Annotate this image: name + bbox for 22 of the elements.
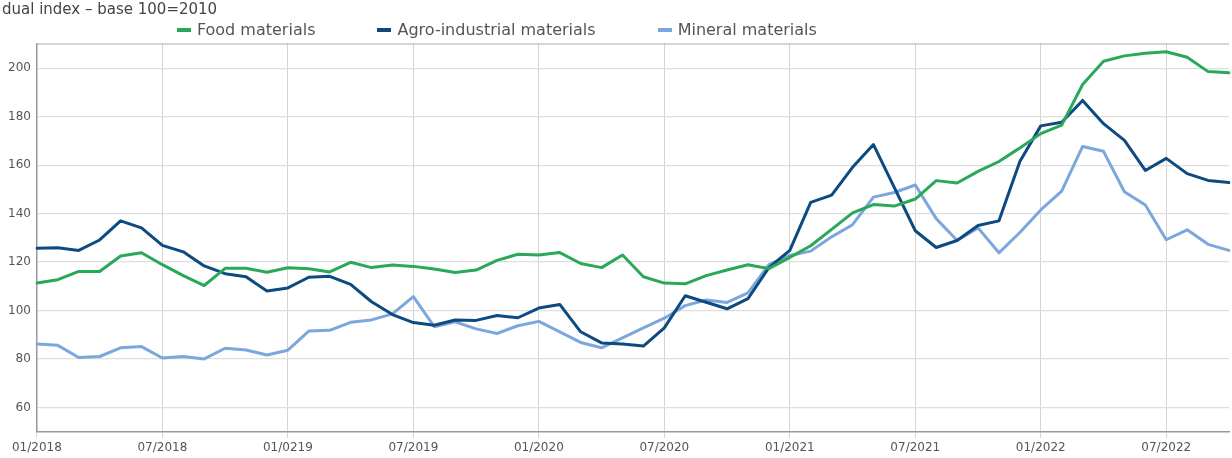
x-tick-label: 07/2021 xyxy=(890,439,941,454)
y-tick-label: 160 xyxy=(8,157,31,172)
chart-title: dual index – base 100=2010 xyxy=(2,0,218,18)
x-tick-label: 07/2018 xyxy=(137,439,188,454)
legend-label: Agro-industrial materials xyxy=(397,20,596,39)
y-tick-label: 120 xyxy=(8,254,31,269)
x-tick-label: 01/2021 xyxy=(764,439,815,454)
x-tick-label: 07/2020 xyxy=(639,439,690,454)
x-tick-label: 01/2018 xyxy=(11,439,62,454)
y-tick-label: 140 xyxy=(8,205,31,220)
x-tick-label: 07/2019 xyxy=(388,439,439,454)
legend-label: Food materials xyxy=(196,20,316,39)
y-tick-label: 80 xyxy=(15,351,31,366)
y-tick-label: 100 xyxy=(8,302,31,317)
x-tick-label: 01/0219 xyxy=(262,439,313,454)
y-tick-label: 200 xyxy=(8,60,31,75)
legend-label: Mineral materials xyxy=(677,20,817,39)
y-tick-label: 60 xyxy=(15,399,31,414)
x-tick-label: 01/2020 xyxy=(513,439,564,454)
x-tick-label: 01/2022 xyxy=(1015,439,1066,454)
x-tick-label: 07/2022 xyxy=(1141,439,1192,454)
y-tick-label: 180 xyxy=(8,108,31,123)
